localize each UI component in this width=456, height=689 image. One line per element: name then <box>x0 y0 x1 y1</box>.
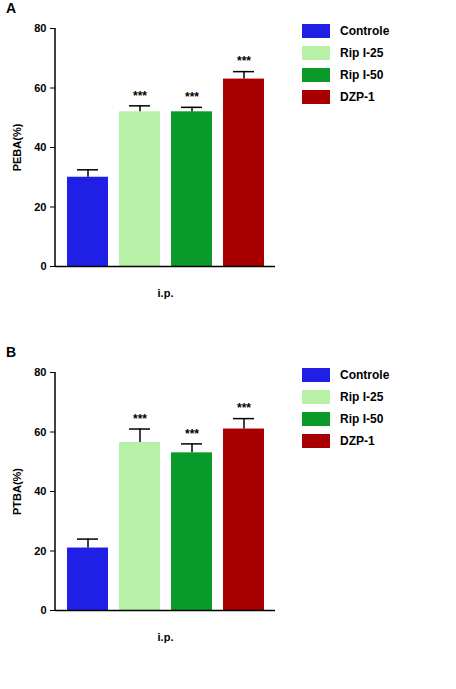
html-text:Rip I-25: Rip I-25 <box>340 390 384 404</box>
html-text:B: B <box>6 344 17 360</box>
svg-text:***: *** <box>185 90 199 104</box>
html-text:A: A <box>6 0 17 16</box>
html-text:Controle: Controle <box>340 368 390 382</box>
html-text:Rip I-25: Rip I-25 <box>340 46 384 60</box>
svg-text:***: *** <box>185 427 199 441</box>
svg-text:40: 40 <box>34 485 46 497</box>
svg-text:80: 80 <box>34 22 46 34</box>
svg-text:i.p.: i.p. <box>158 287 174 299</box>
html-text:Controle: Controle <box>340 24 390 38</box>
svg-text:80: 80 <box>34 366 46 378</box>
svg-text:***: *** <box>237 54 251 68</box>
html-text:DZP-1: DZP-1 <box>340 90 375 104</box>
svg-text:PTBA(%): PTBA(%) <box>11 468 23 515</box>
html-text:Rip I-50: Rip I-50 <box>340 68 384 82</box>
svg-text:60: 60 <box>34 426 46 438</box>
svg-text:***: *** <box>237 401 251 415</box>
svg-text:20: 20 <box>34 201 46 213</box>
svg-text:20: 20 <box>34 545 46 557</box>
svg-text:40: 40 <box>34 141 46 153</box>
html-text:DZP-1: DZP-1 <box>340 434 375 448</box>
svg-text:60: 60 <box>34 82 46 94</box>
svg-text:***: *** <box>133 412 147 426</box>
html-text:Rip I-50: Rip I-50 <box>340 412 384 426</box>
svg-text:i.p.: i.p. <box>158 631 174 643</box>
svg-text:0: 0 <box>40 604 46 616</box>
svg-text:PEBA(%): PEBA(%) <box>11 123 23 171</box>
svg-text:***: *** <box>133 89 147 103</box>
svg-text:0: 0 <box>40 260 46 272</box>
